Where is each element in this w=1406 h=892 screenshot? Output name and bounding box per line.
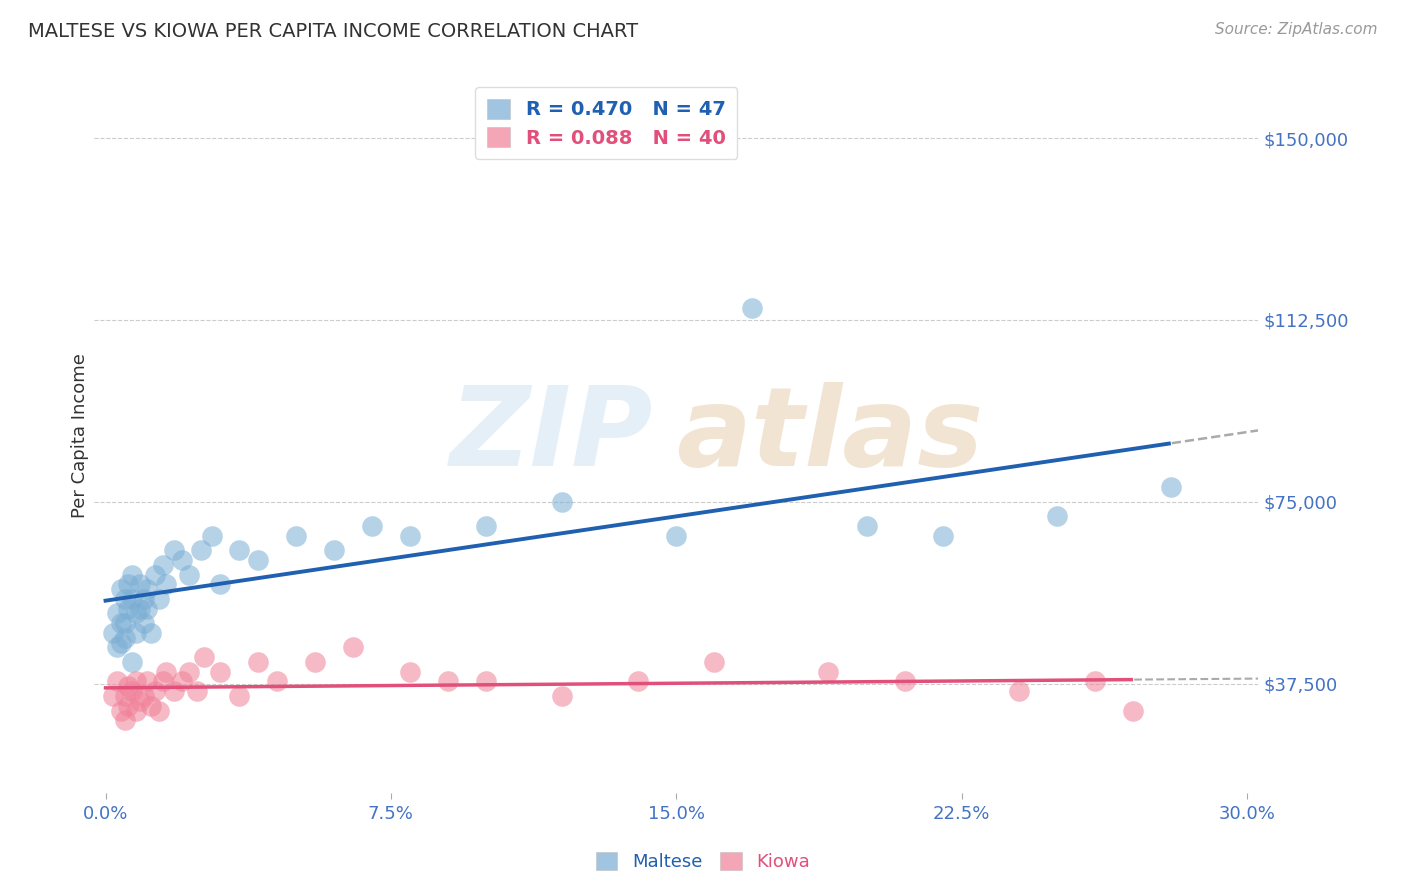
Point [125, 674, 148, 689]
Point [121, 655, 143, 669]
Point [141, 626, 163, 640]
Point [110, 704, 132, 718]
Point [114, 689, 136, 703]
Point [136, 674, 159, 689]
Point [399, 665, 422, 679]
Point [125, 704, 148, 718]
Point [141, 698, 163, 713]
Point [284, 529, 307, 543]
Point [148, 704, 170, 718]
Point [143, 684, 166, 698]
Point [1122, 704, 1144, 718]
Point [475, 674, 498, 689]
Point [101, 626, 124, 640]
Point [132, 689, 155, 703]
Point [246, 553, 269, 567]
Point [179, 665, 201, 679]
Point [193, 650, 215, 665]
Point [132, 616, 155, 631]
Point [117, 601, 139, 615]
Point [170, 674, 193, 689]
Point [125, 626, 148, 640]
Point [201, 529, 224, 543]
Point [101, 689, 124, 703]
Point [266, 674, 288, 689]
Point [437, 674, 460, 689]
Point [110, 635, 132, 649]
Point [304, 655, 326, 669]
Point [741, 301, 763, 315]
Point [121, 684, 143, 698]
Point [163, 543, 186, 558]
Point [105, 607, 128, 621]
Point [117, 577, 139, 591]
Point [322, 543, 344, 558]
Point [1046, 509, 1069, 524]
Point [475, 519, 498, 533]
Point [110, 582, 132, 597]
Point [228, 543, 250, 558]
Point [152, 558, 174, 572]
Point [627, 674, 650, 689]
Point [361, 519, 384, 533]
Point [155, 577, 177, 591]
Text: MALTESE VS KIOWA PER CAPITA INCOME CORRELATION CHART: MALTESE VS KIOWA PER CAPITA INCOME CORRE… [28, 22, 638, 41]
Point [114, 713, 136, 727]
Point [551, 689, 574, 703]
Point [152, 674, 174, 689]
Legend: R = 0.470   N = 47, R = 0.088   N = 40: R = 0.470 N = 47, R = 0.088 N = 40 [475, 87, 738, 160]
Point [143, 567, 166, 582]
Point [399, 529, 422, 543]
Point [817, 665, 839, 679]
Point [105, 674, 128, 689]
Point [132, 591, 155, 606]
Point [136, 582, 159, 597]
Point [163, 684, 186, 698]
Point [931, 529, 953, 543]
Point [208, 665, 231, 679]
Point [117, 679, 139, 693]
Point [155, 665, 177, 679]
Point [179, 567, 201, 582]
Text: ZIP: ZIP [450, 382, 652, 489]
Point [208, 577, 231, 591]
Text: atlas: atlas [676, 382, 984, 489]
Point [1084, 674, 1107, 689]
Point [246, 655, 269, 669]
Point [855, 519, 877, 533]
Point [148, 591, 170, 606]
Point [121, 567, 143, 582]
Point [665, 529, 688, 543]
Point [125, 607, 148, 621]
Point [190, 543, 212, 558]
Point [136, 601, 159, 615]
Point [110, 616, 132, 631]
Point [128, 577, 150, 591]
Legend: Maltese, Kiowa: Maltese, Kiowa [589, 845, 817, 879]
Point [128, 694, 150, 708]
Point [117, 698, 139, 713]
Point [114, 616, 136, 631]
Point [1008, 684, 1031, 698]
Point [114, 591, 136, 606]
Point [1160, 480, 1182, 494]
Point [114, 631, 136, 645]
Point [128, 601, 150, 615]
Point [121, 591, 143, 606]
Point [105, 640, 128, 655]
Point [228, 689, 250, 703]
Point [893, 674, 915, 689]
Point [186, 684, 208, 698]
Point [551, 495, 574, 509]
Y-axis label: Per Capita Income: Per Capita Income [72, 352, 89, 517]
Text: Source: ZipAtlas.com: Source: ZipAtlas.com [1215, 22, 1378, 37]
Point [703, 655, 725, 669]
Point [342, 640, 364, 655]
Point [170, 553, 193, 567]
